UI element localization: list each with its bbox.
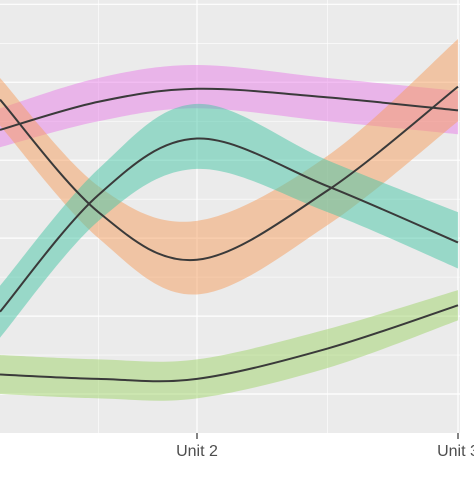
confidence-band-4	[0, 290, 458, 401]
series-line-4	[0, 304, 459, 383]
x-tick-label-unit-3: Unit 3	[437, 443, 474, 460]
confidence-bands	[0, 38, 458, 401]
confidence-band-2	[0, 38, 458, 295]
series-lines	[0, 85, 459, 383]
confidence-band-3	[0, 103, 458, 338]
confidence-band-1	[0, 64, 458, 148]
series-line-3	[0, 137, 459, 313]
x-tick-label-unit-2: Unit 2	[176, 443, 218, 460]
series-line-1	[0, 87, 459, 131]
series-line-2	[0, 85, 459, 262]
x-axis-ticks	[196, 433, 459, 439]
